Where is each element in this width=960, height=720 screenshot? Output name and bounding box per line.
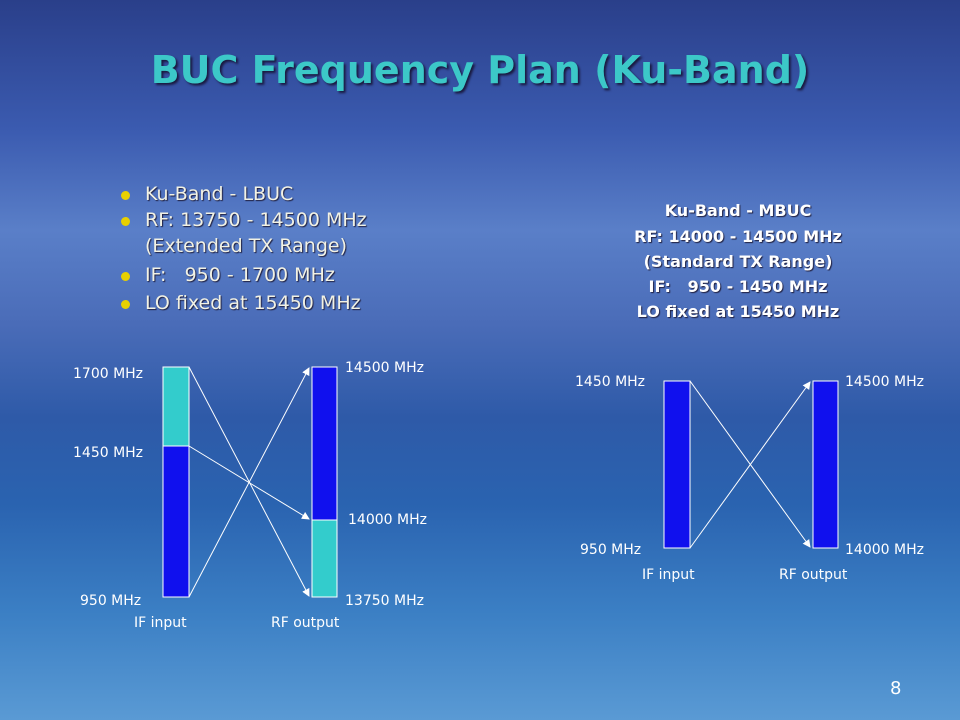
title: BUC Frequency Plan (Ku-Band) — [150, 48, 810, 92]
bullet — [121, 272, 130, 281]
bullet — [121, 217, 130, 226]
bullet-text: IF: 950 - 1700 MHz — [145, 264, 335, 286]
freq-label: 950 MHz — [580, 542, 641, 558]
freq-label: 14000 MHz — [348, 512, 427, 528]
if-band-lower — [162, 445, 190, 598]
freq-label: 1450 MHz — [73, 445, 143, 461]
info-text: RF: 14000 - 14500 MHz — [634, 227, 842, 246]
bullet — [121, 300, 130, 309]
mapping-line — [689, 380, 811, 548]
info-text: IF: 950 - 1450 MHz — [648, 277, 828, 296]
caption: IF input — [642, 567, 695, 583]
bullet-text: LO fixed at 15450 MHz — [145, 292, 361, 314]
freq-label: 14500 MHz — [345, 360, 424, 376]
bullet-text: (Extended TX Range) — [145, 235, 347, 257]
freq-label: 13750 MHz — [345, 593, 424, 609]
rf-band-lower — [311, 519, 338, 598]
caption: IF input — [134, 615, 187, 631]
if-band-upper — [162, 366, 190, 447]
freq-label: 14500 MHz — [845, 374, 924, 390]
page-number: 8 — [890, 678, 902, 699]
mapping-line — [188, 367, 310, 598]
freq-label: 14000 MHz — [845, 542, 924, 558]
mapping-lines — [188, 366, 310, 598]
freq-label: 950 MHz — [80, 593, 141, 609]
mapping-line — [689, 381, 811, 549]
info-text: (Standard TX Range) — [643, 252, 833, 271]
rf-band — [812, 380, 839, 549]
mapping-lines — [689, 380, 811, 549]
rf-band-upper — [311, 366, 338, 521]
bullet-text: RF: 13750 - 14500 MHz — [145, 209, 367, 231]
bullet-text: Ku-Band - LBUC — [145, 183, 294, 205]
freq-label: 1450 MHz — [575, 374, 645, 390]
caption: RF output — [271, 615, 340, 631]
info-text: Ku-Band - MBUC — [664, 201, 812, 220]
if-band — [663, 380, 691, 549]
caption: RF output — [779, 567, 848, 583]
info-text: LO fixed at 15450 MHz — [636, 302, 840, 321]
freq-label: 1700 MHz — [73, 366, 143, 382]
bullet — [121, 191, 130, 200]
